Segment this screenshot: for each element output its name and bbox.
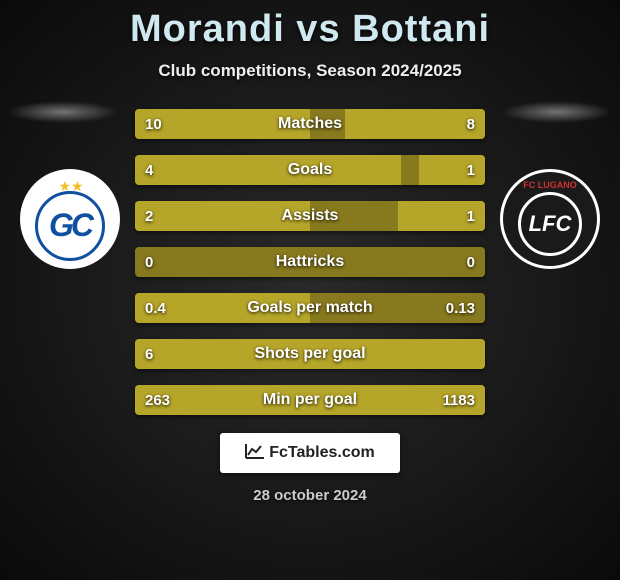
stat-label: Goals (135, 155, 485, 185)
right-team-badge: FC LUGANO LFC (500, 169, 600, 269)
stat-row: 6Shots per goal (135, 339, 485, 369)
left-badge-shadow (8, 101, 118, 123)
left-team-badge: ★ ★ GC (20, 169, 120, 269)
grasshoppers-logo: ★ ★ GC (35, 178, 105, 261)
chart-icon (245, 443, 265, 464)
stat-row: 2631183Min per goal (135, 385, 485, 415)
page-subtitle: Club competitions, Season 2024/2025 (0, 61, 620, 81)
stat-label: Goals per match (135, 293, 485, 323)
lugano-monogram: LFC (529, 211, 572, 237)
right-badge-shadow (502, 101, 612, 123)
stat-label: Matches (135, 109, 485, 139)
footer-date: 28 october 2024 (0, 487, 620, 504)
stat-row: 00Hattricks (135, 247, 485, 277)
gc-monogram: GC (49, 207, 91, 244)
stat-row: 0.40.13Goals per match (135, 293, 485, 323)
gc-circle: GC (35, 191, 105, 261)
lugano-logo: FC LUGANO LFC (518, 180, 582, 258)
fctables-text: FcTables.com (269, 444, 375, 462)
stat-label: Assists (135, 201, 485, 231)
stat-label: Shots per goal (135, 339, 485, 369)
stat-row: 21Assists (135, 201, 485, 231)
fctables-logo[interactable]: FcTables.com (220, 433, 400, 473)
stat-row: 41Goals (135, 155, 485, 185)
lugano-top-text: FC LUGANO (523, 180, 577, 190)
lugano-circle: LFC (518, 192, 582, 256)
page-title: Morandi vs Bottani (0, 0, 620, 51)
stat-label: Min per goal (135, 385, 485, 415)
stat-row: 108Matches (135, 109, 485, 139)
stat-bars-container: 108Matches 41Goals 21Assists 00Hattricks 0.4… (135, 109, 485, 415)
stat-label: Hattricks (135, 247, 485, 277)
comparison-content: ★ ★ GC FC LUGANO LFC 108Matches 41Goals 21… (0, 109, 620, 504)
